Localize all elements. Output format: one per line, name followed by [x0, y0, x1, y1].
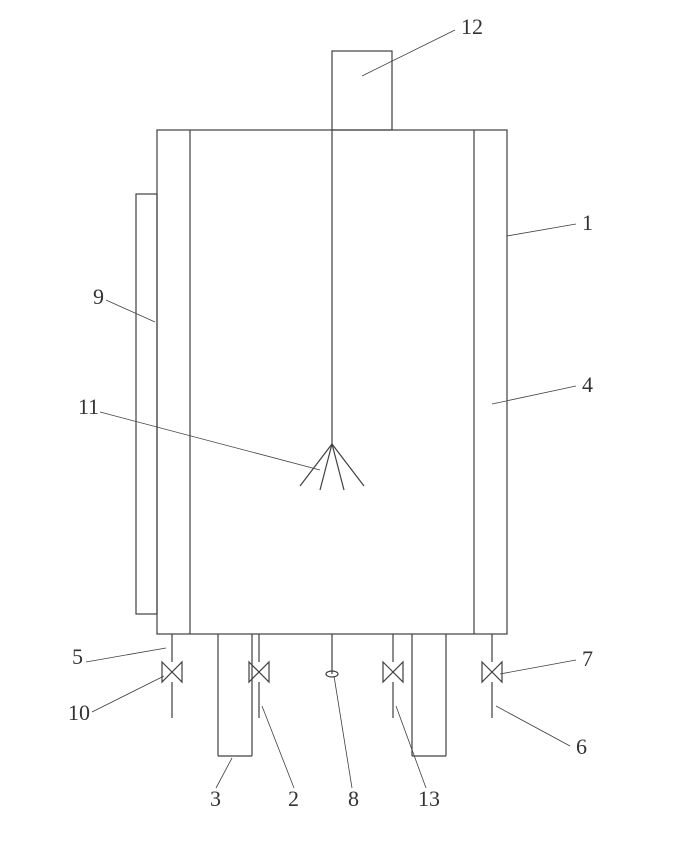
leader-10 [92, 676, 164, 712]
label-10: 10 [68, 700, 90, 725]
leader-5 [86, 648, 166, 662]
shapes-layer [136, 51, 507, 756]
engineering-diagram: 12 1 9 4 11 5 10 7 6 3 2 8 13 [0, 0, 677, 866]
leader-8 [334, 676, 352, 788]
label-12: 12 [461, 14, 483, 39]
valve-icon-0 [162, 662, 182, 682]
leader-13 [396, 706, 426, 788]
leader-4 [492, 386, 576, 404]
label-13: 13 [418, 786, 440, 811]
left-attachment [136, 194, 157, 614]
label-4: 4 [582, 372, 593, 397]
label-1: 1 [582, 210, 593, 235]
leader-1 [507, 224, 576, 236]
label-8: 8 [348, 786, 359, 811]
leader-9 [106, 300, 155, 322]
leader-12 [362, 30, 455, 76]
leader-2 [262, 706, 294, 788]
leader-7 [500, 660, 576, 674]
label-9: 9 [93, 284, 104, 309]
labels-layer: 12 1 9 4 11 5 10 7 6 3 2 8 13 [68, 14, 593, 811]
label-11: 11 [78, 394, 99, 419]
valve-icon-2 [383, 662, 403, 682]
top-block [332, 51, 392, 130]
label-5: 5 [72, 644, 83, 669]
label-2: 2 [288, 786, 299, 811]
label-7: 7 [582, 646, 593, 671]
impeller-blade-3 [332, 444, 364, 486]
leader-6 [496, 706, 570, 746]
leader-11 [100, 412, 320, 470]
label-3: 3 [210, 786, 221, 811]
valve-icon-3 [482, 662, 502, 682]
impeller-blade-0 [300, 444, 332, 486]
label-6: 6 [576, 734, 587, 759]
leader-3 [216, 758, 232, 788]
